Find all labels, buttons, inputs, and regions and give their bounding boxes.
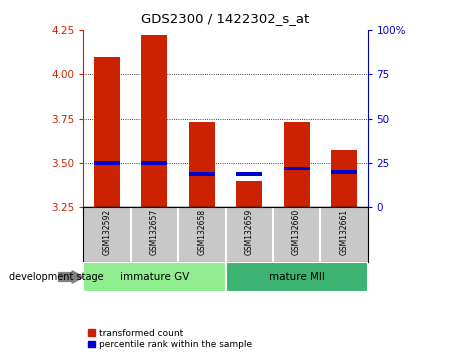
Bar [94,161,120,165]
Text: GSM132592: GSM132592 [103,209,111,255]
Text: GDS2300 / 1422302_s_at: GDS2300 / 1422302_s_at [141,12,310,25]
Text: immature GV: immature GV [120,272,189,282]
Text: GSM132661: GSM132661 [340,209,348,255]
Bar [236,181,262,207]
Bar [236,172,262,176]
Legend: transformed count, percentile rank within the sample: transformed count, percentile rank withi… [88,329,252,349]
Bar [331,170,357,174]
Bar [142,161,167,165]
Bar [226,262,368,292]
Text: GSM132659: GSM132659 [245,209,253,255]
Bar [331,150,357,207]
Text: GSM132658: GSM132658 [198,209,206,255]
Bar [189,172,215,176]
Bar [142,35,167,207]
Bar [83,262,226,292]
Text: GSM132657: GSM132657 [150,209,159,255]
Bar [284,122,309,207]
Bar [284,167,309,171]
Bar [94,57,120,207]
Text: development stage: development stage [9,272,104,282]
Bar [189,122,215,207]
Text: GSM132660: GSM132660 [292,209,301,255]
Text: mature MII: mature MII [269,272,324,282]
